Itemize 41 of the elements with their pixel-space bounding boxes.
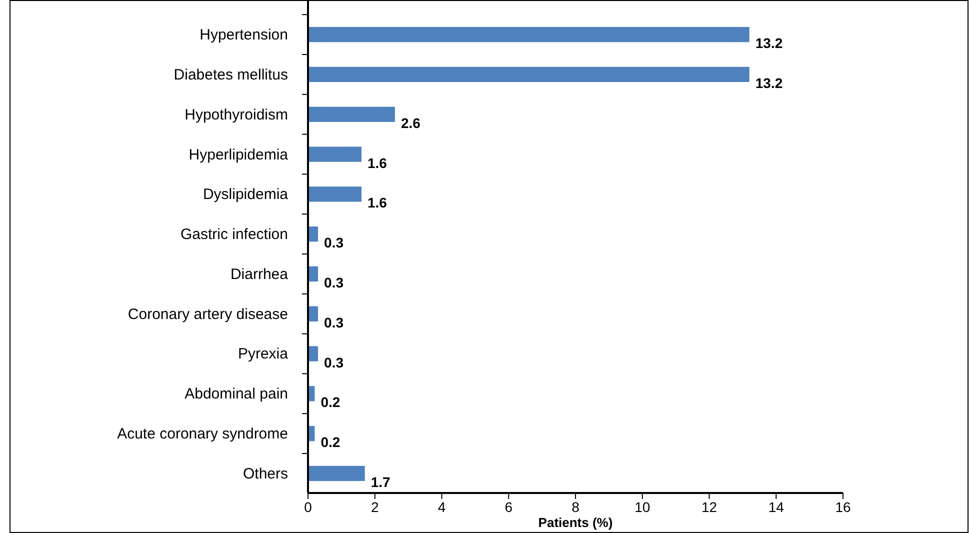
bar (308, 146, 362, 162)
bar (308, 466, 365, 482)
x-axis-title: Patients (%) (538, 515, 613, 530)
x-tick-label: 16 (835, 499, 851, 515)
data-label: 0.3 (324, 274, 344, 291)
y-tick-label: Coronary artery disease (128, 306, 288, 323)
x-tick-label: 14 (768, 499, 784, 515)
y-tick-label: Hypothyroidism (184, 106, 288, 124)
x-tick-label: 12 (701, 499, 718, 515)
y-tick-label: Dyslipidemia (202, 186, 289, 204)
bar (308, 106, 395, 122)
y-tick-label: Others (242, 465, 288, 482)
y-tick-label: Acute coronary syndrome (117, 426, 288, 443)
data-label: 0.3 (324, 234, 344, 251)
bar (308, 66, 750, 82)
x-tick-label: 2 (370, 499, 379, 515)
y-tick-label: Gastric infection (180, 226, 288, 244)
y-tick-label: Diabetes mellitus (174, 66, 288, 84)
bar (308, 26, 750, 42)
x-tick-label: 4 (438, 499, 446, 515)
y-tick-label: Abdominal pain (184, 386, 288, 403)
y-tick-label: Diarrhea (230, 266, 289, 283)
y-tick-label: Hyperlipidemia (188, 146, 289, 164)
x-tick-label: 8 (572, 499, 580, 515)
bar (308, 346, 318, 362)
x-tick-label: 6 (504, 499, 513, 515)
data-label: 0.2 (320, 434, 340, 450)
data-label: 0.3 (324, 314, 344, 330)
y-tick-label: Pyrexia (238, 346, 289, 363)
y-tick-label: Hypertension (200, 26, 288, 44)
data-label: 2.6 (400, 114, 421, 131)
data-label: 1.6 (368, 154, 388, 171)
x-tick-label: 0 (304, 499, 312, 515)
data-label: 13.2 (755, 35, 783, 52)
x-tick-label: 10 (634, 499, 650, 515)
data-label: 1.7 (370, 474, 391, 490)
data-label: 1.6 (368, 194, 388, 211)
data-label: 0.3 (324, 354, 344, 370)
data-label: 0.2 (320, 394, 340, 410)
data-label: 13.2 (755, 75, 783, 92)
bar (308, 186, 362, 202)
